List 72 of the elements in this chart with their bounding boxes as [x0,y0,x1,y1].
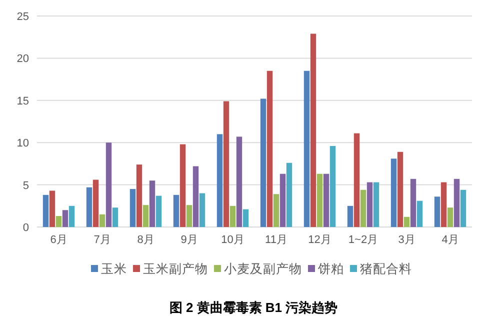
bar [360,190,366,227]
bar [404,216,410,227]
bar [149,180,156,227]
x-tick-label: 11月 [265,234,288,246]
legend-label: 饼粕 [317,262,344,276]
x-tick-label: 8月 [137,234,154,246]
bar [136,164,142,227]
bar [49,190,56,227]
bar [180,144,186,227]
text: 图 2 黄曲霉毒素 B1 污染趋势 [169,300,338,315]
bar [416,200,423,227]
y-tick-label: 25 [16,11,29,23]
bar [354,133,360,227]
bar [330,146,336,227]
bar [92,180,99,227]
bar [434,196,440,227]
bar [316,174,323,227]
bar [242,209,249,227]
bar [460,190,466,227]
bar [323,174,330,227]
bar [390,158,397,227]
y-tick-label: 5 [22,180,29,192]
bar [397,152,404,227]
bar [310,34,316,227]
x-tick-label: 6月 [50,234,68,246]
bar [156,196,162,227]
bar [62,210,68,227]
legend-label: 小麦及副产物 [224,262,302,276]
y-tick-label: 20 [16,53,29,66]
legend-label: 玉米副产物 [143,262,208,276]
bar [199,193,206,227]
bar [366,182,373,227]
legend-label: 猪配合料 [360,262,412,276]
bar [130,189,136,227]
bar [86,187,92,227]
bar [236,136,242,227]
bar [56,216,62,227]
bar [454,178,460,227]
bar [142,205,149,227]
x-tick-label: 10月 [221,234,244,246]
bar [186,205,192,227]
bar [266,70,273,227]
bar [304,70,310,227]
bar [273,194,280,227]
bar [99,214,106,227]
bar [347,206,354,227]
bar [260,98,266,227]
x-tick-label: 12月 [308,234,332,246]
bar [286,162,292,227]
x-tick-label: 9月 [180,234,198,246]
x-tick-label: 4月 [442,234,459,246]
bar [106,142,112,227]
x-tick-label: 1~2月 [348,234,378,246]
bar [447,208,454,227]
bar [112,208,118,227]
bar [280,174,286,227]
bar [230,206,236,227]
x-tick-label: 3月 [398,234,416,246]
legend-label: 玉米 [101,262,127,276]
x-tick-label: 7月 [94,234,111,246]
bar [440,182,447,227]
y-tick-label: 10 [16,138,29,150]
y-tick-label: 0 [22,222,29,234]
bar [410,178,416,227]
bar [373,182,380,227]
bar [192,166,199,227]
y-tick-label: 15 [16,95,29,108]
bar [223,101,230,227]
bar [42,194,49,227]
bar [68,206,75,227]
bar [173,194,180,227]
bar [216,134,223,227]
